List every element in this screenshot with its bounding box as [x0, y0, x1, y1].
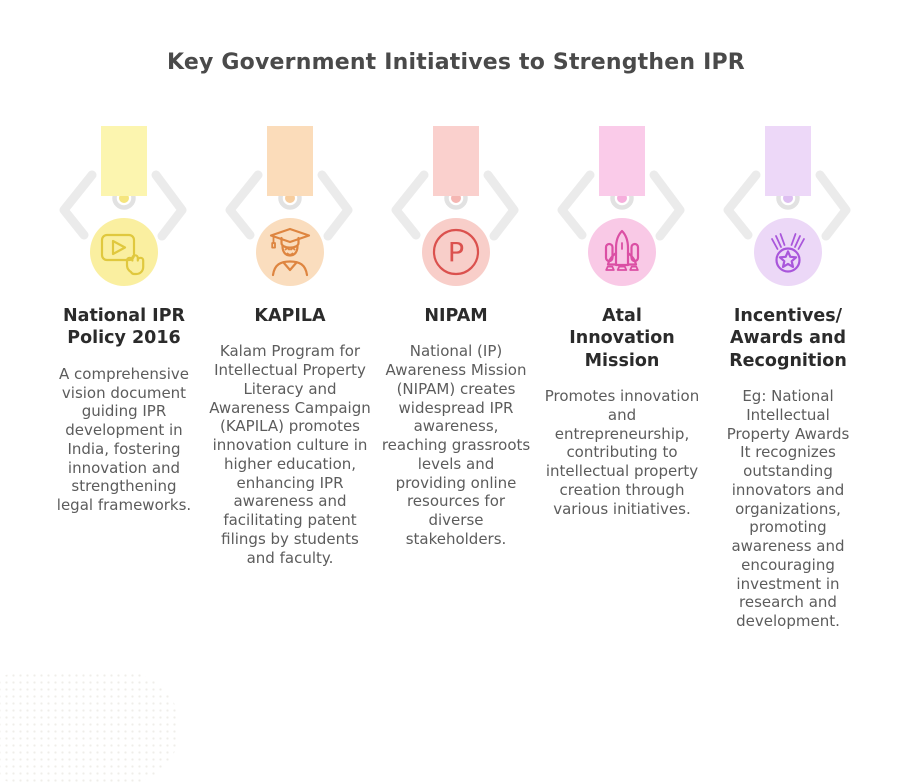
- claw-machine-figure: [59, 126, 187, 286]
- initiative-card-kapila: KAPILA Kalam Program for Intellectual Pr…: [207, 124, 373, 631]
- card-title: National IPR Policy 2016: [62, 306, 185, 349]
- card-description: National (IP) Awareness Mission (NIPAM) …: [381, 342, 531, 548]
- claw-arm-right: [815, 170, 851, 241]
- card-description: A comprehensive vision document guiding …: [56, 364, 192, 515]
- claw-arm-left: [723, 170, 761, 240]
- claw-machine-figure: [723, 126, 851, 286]
- medal-icon: [771, 233, 805, 273]
- initiative-card-national-ipr-policy: National IPR Policy 2016 A comprehensive…: [41, 124, 207, 631]
- claw-arm-left: [391, 170, 429, 240]
- claw-arm-left: [225, 170, 263, 240]
- claw-machine-figure: [557, 126, 685, 286]
- claw-arm-right: [649, 170, 685, 241]
- initiative-card-nipam: P NIPAM National (IP) Awareness Mission …: [373, 124, 539, 631]
- tap-hand-icon: [125, 254, 145, 276]
- claw-arm-right: [483, 170, 519, 241]
- claw-arm-left: [59, 170, 97, 240]
- rocket-icon: [604, 229, 640, 271]
- claw-block: [433, 126, 479, 196]
- graduate-icon: [269, 227, 311, 277]
- page-title: Key Government Initiatives to Strengthen…: [167, 50, 745, 75]
- patent-p-icon: P: [432, 228, 480, 276]
- claw-arm-right: [317, 170, 353, 241]
- card-description: Eg: National Intellectual Property Award…: [726, 387, 850, 631]
- card-title: KAPILA: [254, 306, 326, 326]
- claw-machine-figure: P: [391, 126, 519, 286]
- card-title: NIPAM: [424, 306, 488, 326]
- claw-block: [765, 126, 811, 196]
- video-demo-icon: [100, 233, 145, 276]
- claw-machine-figure: [225, 126, 353, 286]
- icon-circle: [90, 218, 158, 286]
- claw-block: [101, 126, 147, 196]
- claw-block: [599, 126, 645, 196]
- icon-circle: [422, 218, 490, 286]
- initiative-card-incentives-awards: Incentives/ Awards and Recognition Eg: N…: [705, 124, 871, 631]
- claw-arm-left: [557, 170, 595, 240]
- dot-pattern-decoration: [0, 672, 180, 784]
- card-description: Kalam Program for Intellectual Property …: [209, 342, 371, 567]
- card-description: Promotes innovation and entrepreneurship…: [544, 387, 700, 518]
- claw-block: [267, 126, 313, 196]
- initiative-cards-row: National IPR Policy 2016 A comprehensive…: [0, 124, 912, 631]
- initiative-card-atal-innovation-mission: Atal Innovation Mission Promotes innovat…: [539, 124, 705, 631]
- infographic: { "page_title": "Key Government Initiati…: [0, 50, 912, 784]
- icon-circle: [588, 218, 656, 286]
- patent-letter: P: [448, 238, 464, 269]
- card-title: Atal Innovation Mission: [569, 306, 675, 371]
- card-title: Incentives/ Awards and Recognition: [729, 306, 847, 371]
- claw-arm-right: [151, 170, 187, 241]
